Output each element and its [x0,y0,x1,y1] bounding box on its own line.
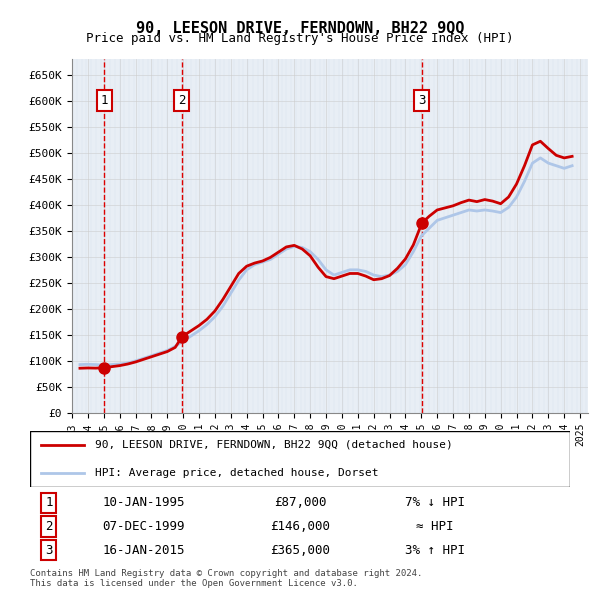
Text: 1: 1 [45,496,53,510]
Text: 3: 3 [418,94,425,107]
Text: 1: 1 [100,94,108,107]
Text: 3% ↑ HPI: 3% ↑ HPI [405,543,465,557]
Text: £87,000: £87,000 [274,496,326,510]
Text: 90, LEESON DRIVE, FERNDOWN, BH22 9QQ: 90, LEESON DRIVE, FERNDOWN, BH22 9QQ [136,21,464,35]
Text: ≈ HPI: ≈ HPI [416,520,454,533]
Text: 2: 2 [45,520,53,533]
Text: £146,000: £146,000 [270,520,330,533]
Text: Contains HM Land Registry data © Crown copyright and database right 2024.: Contains HM Land Registry data © Crown c… [30,569,422,578]
Text: Price paid vs. HM Land Registry's House Price Index (HPI): Price paid vs. HM Land Registry's House … [86,32,514,45]
Text: 7% ↓ HPI: 7% ↓ HPI [405,496,465,510]
Text: 10-JAN-1995: 10-JAN-1995 [102,496,185,510]
Text: 16-JAN-2015: 16-JAN-2015 [102,543,185,557]
Text: 3: 3 [45,543,53,557]
Text: 07-DEC-1999: 07-DEC-1999 [102,520,185,533]
FancyBboxPatch shape [30,431,570,487]
Text: HPI: Average price, detached house, Dorset: HPI: Average price, detached house, Dors… [95,468,379,478]
Text: This data is licensed under the Open Government Licence v3.0.: This data is licensed under the Open Gov… [30,579,358,588]
Text: £365,000: £365,000 [270,543,330,557]
Text: 2: 2 [178,94,185,107]
Text: 90, LEESON DRIVE, FERNDOWN, BH22 9QQ (detached house): 90, LEESON DRIVE, FERNDOWN, BH22 9QQ (de… [95,440,452,450]
